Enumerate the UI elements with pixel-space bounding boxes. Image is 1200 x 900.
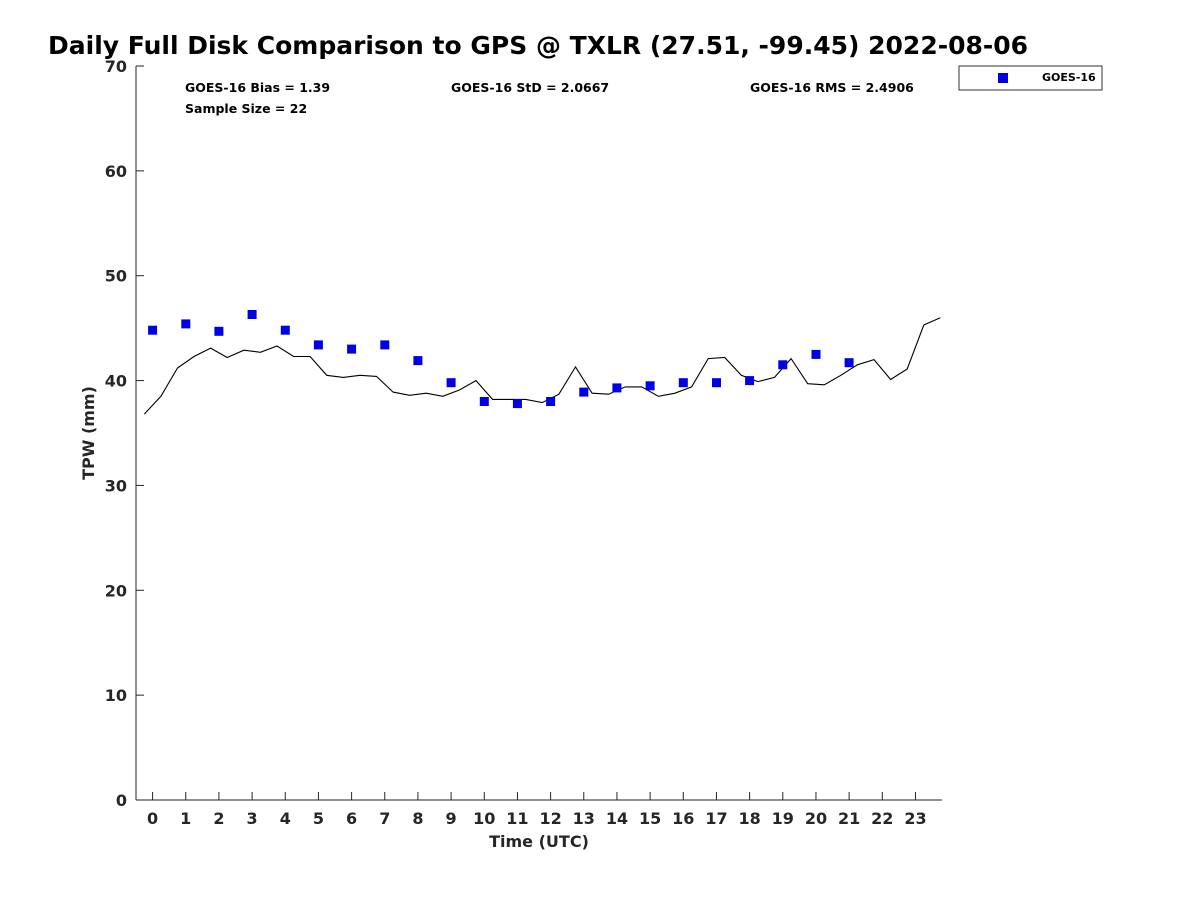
goes16-point (678, 378, 688, 388)
goes16-point (512, 399, 522, 409)
goes16-point (446, 378, 456, 388)
chart-title: Daily Full Disk Comparison to GPS @ TXLR… (48, 31, 1028, 60)
y-tick-label: 50 (105, 267, 127, 286)
gps-line-series (143, 317, 941, 415)
x-tick-label: 7 (379, 809, 390, 828)
goes16-point (546, 397, 556, 406)
y-tick-label: 60 (105, 162, 127, 181)
x-tick-label: 23 (904, 809, 926, 828)
goes16-point (645, 381, 655, 391)
y-tick-label: 70 (105, 57, 127, 76)
goes16-point (844, 358, 854, 368)
x-tick-label: 12 (539, 809, 561, 828)
goes16-point (579, 387, 589, 397)
x-tick-label: 19 (772, 809, 794, 828)
goes16-point (313, 340, 323, 350)
x-tick-label: 13 (573, 809, 595, 828)
x-tick-label: 14 (606, 809, 628, 828)
x-tick-label: 16 (672, 809, 694, 828)
plot-area (136, 66, 942, 800)
x-tick-label: 11 (506, 809, 528, 828)
x-tick-label: 3 (247, 809, 258, 828)
goes16-point (380, 340, 390, 350)
goes16-point (479, 397, 489, 406)
bias-stat: GOES-16 Bias = 1.39 (185, 80, 330, 95)
x-tick-label: 22 (871, 809, 893, 828)
x-tick-label: 15 (639, 809, 661, 828)
x-tick-label: 6 (346, 809, 357, 828)
goes16-point (280, 325, 290, 335)
goes16-point (148, 325, 158, 335)
goes16-point (247, 310, 257, 319)
x-tick-label: 8 (412, 809, 423, 828)
y-tick-label: 10 (105, 686, 127, 705)
x-tick-label: 5 (313, 809, 324, 828)
std-stat: GOES-16 StD = 2.0667 (451, 80, 609, 95)
y-axis-label: TPW (mm) (79, 386, 98, 480)
goes16-point (811, 349, 821, 359)
goes16-point (745, 376, 755, 386)
goes16-point (712, 378, 721, 388)
y-tick-label: 20 (105, 581, 127, 600)
x-tick-label: 10 (473, 809, 495, 828)
goes16-point (347, 344, 357, 354)
x-tick-label: 20 (805, 809, 827, 828)
sample-size-stat: Sample Size = 22 (185, 101, 307, 116)
goes16-point (181, 319, 191, 329)
legend-box (958, 65, 1103, 91)
legend: GOES-16 (958, 65, 1103, 91)
x-axis-label: Time (UTC) (489, 832, 589, 851)
y-tick-label: 30 (105, 476, 127, 495)
legend-goes16-label: GOES-16 (1042, 71, 1096, 84)
goes16-point (612, 383, 622, 393)
rms-stat: GOES-16 RMS = 2.4906 (750, 80, 914, 95)
x-tick-label: 17 (705, 809, 727, 828)
y-tick-label: 40 (105, 372, 127, 391)
goes16-point (214, 326, 224, 336)
gps-tpw-line (143, 317, 941, 415)
goes16-point (778, 360, 788, 370)
x-tick-label: 2 (213, 809, 224, 828)
x-tick-label: 0 (147, 809, 158, 828)
x-tick-label: 9 (446, 809, 457, 828)
y-axis-ticks: 0 10 20 30 40 50 60 70 (105, 57, 144, 810)
x-tick-label: 1 (180, 809, 191, 828)
x-tick-label: 18 (738, 809, 760, 828)
x-axis-ticks: 0 1 2 3 4 5 6 7 8 9 10 11 12 13 14 15 16 17 18 19 20 21 22 23 (147, 792, 927, 828)
legend-goes16-marker (998, 73, 1008, 83)
goes16-marker-series (148, 310, 854, 409)
y-tick-label: 0 (116, 791, 127, 810)
x-tick-label: 21 (838, 809, 860, 828)
x-tick-label: 4 (280, 809, 291, 828)
goes16-point (413, 356, 423, 366)
